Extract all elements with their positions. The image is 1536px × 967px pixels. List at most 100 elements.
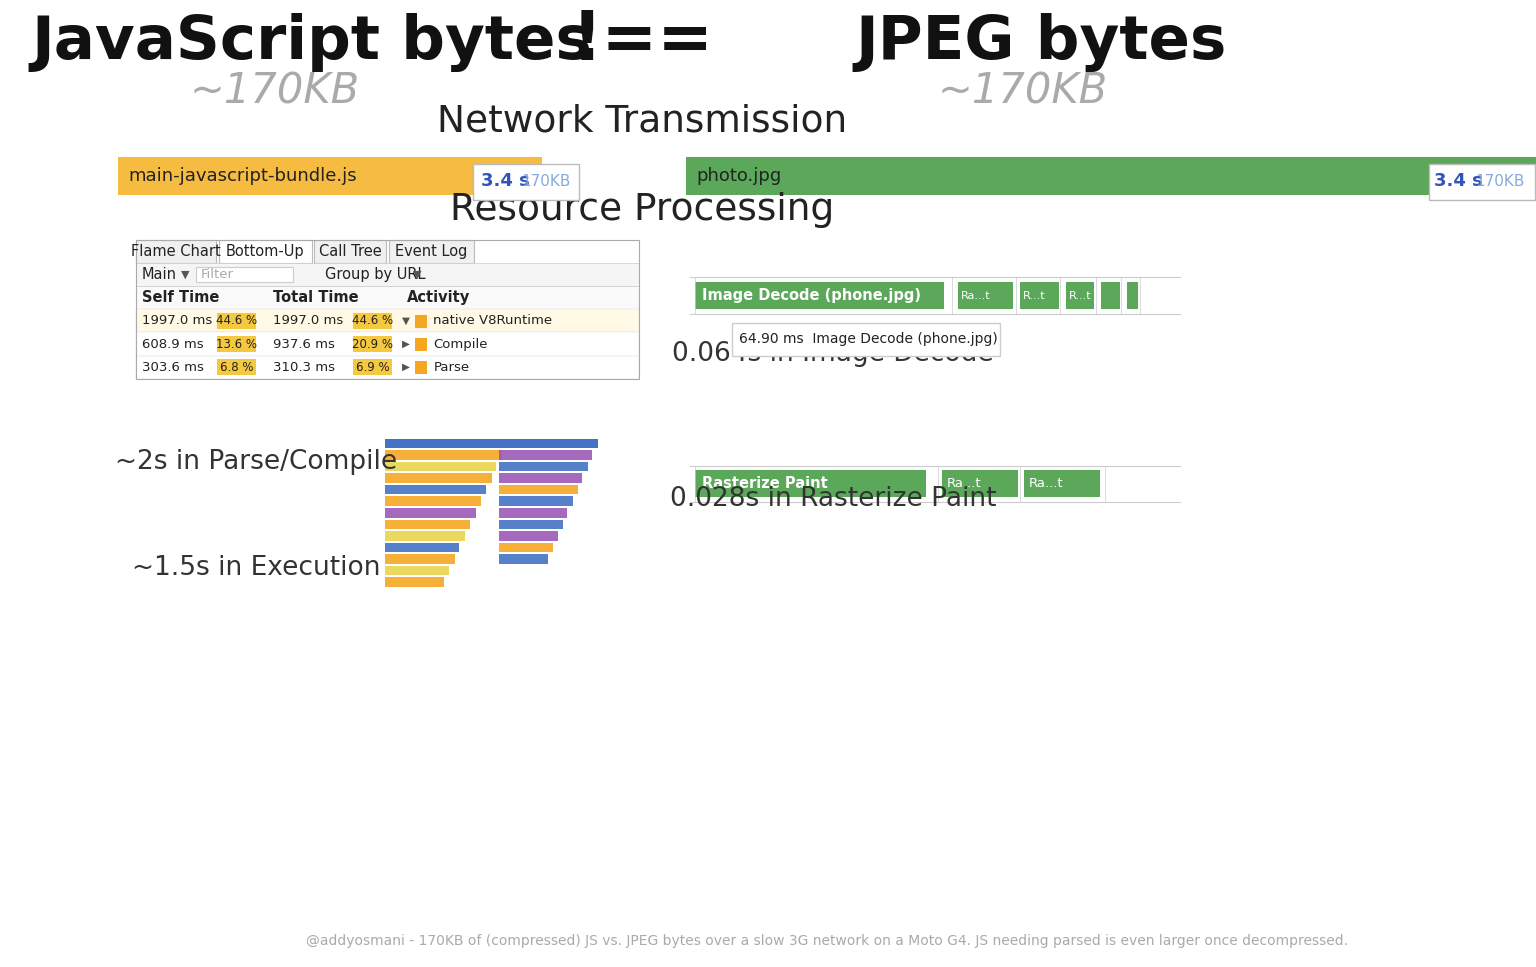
Bar [1127,282,1138,309]
Text: ~2s in Parse/Compile: ~2s in Parse/Compile [115,449,398,475]
Text: Filter: Filter [201,268,233,281]
Bar [499,450,593,459]
Text: ▶: ▶ [402,339,410,349]
Text: R...t: R...t [1069,291,1092,301]
Bar [218,337,257,352]
Bar [386,542,459,552]
Bar [499,508,567,517]
Bar [499,531,558,541]
Bar [118,157,542,195]
Bar [137,263,639,286]
Text: Ra...t: Ra...t [960,291,991,301]
Text: 64.90 ms  Image Decode (phone.jpg): 64.90 ms Image Decode (phone.jpg) [739,333,998,346]
Text: 6.8 %: 6.8 % [220,361,253,373]
Text: 3.4 s: 3.4 s [481,172,530,190]
Text: 303.6 ms: 303.6 ms [141,361,204,373]
Text: 44.6 %: 44.6 % [217,314,258,328]
Text: Self Time: Self Time [141,290,220,306]
Text: 170KB: 170KB [521,173,570,189]
Bar [137,240,639,379]
Text: Image Decode (phone.jpg): Image Decode (phone.jpg) [702,288,922,304]
Text: 0.064s in Image Decode: 0.064s in Image Decode [673,341,994,367]
Bar [386,554,455,564]
Text: Group by URL: Group by URL [326,267,425,282]
Bar [499,542,553,552]
Bar [137,333,639,356]
Text: ▼: ▼ [402,316,410,326]
Bar [353,360,392,375]
Bar [386,484,485,494]
Bar [137,356,639,379]
Text: Parse: Parse [433,361,470,373]
Bar [218,360,257,375]
Text: 0.028s in Rasterize Paint: 0.028s in Rasterize Paint [670,485,997,512]
Bar [942,470,1018,497]
Bar [386,577,444,587]
Text: 310.3 ms: 310.3 ms [273,361,335,373]
Bar [685,157,1536,195]
Bar [415,362,427,374]
Text: Resource Processing: Resource Processing [450,192,834,228]
Bar [386,461,496,471]
Bar [386,496,481,506]
Bar [137,286,639,309]
Text: Bottom-Up: Bottom-Up [226,244,304,259]
Text: Flame Chart: Flame Chart [132,244,221,259]
Text: @addyosmani - 170KB of (compressed) JS vs. JPEG bytes over a slow 3G network on : @addyosmani - 170KB of (compressed) JS v… [306,934,1349,948]
Bar [386,531,465,541]
Bar [386,450,502,459]
Bar [1428,163,1534,200]
Text: 608.9 ms: 608.9 ms [141,337,203,350]
Bar [499,473,582,483]
Text: 1997.0 ms: 1997.0 ms [273,314,343,328]
Bar [499,554,548,564]
Bar [197,267,293,282]
Text: Event Log: Event Log [395,244,468,259]
Bar [499,519,562,529]
Text: Ra...t: Ra...t [946,478,982,490]
Bar [1066,282,1094,309]
Bar [473,163,579,200]
Bar [499,496,573,506]
Text: 20.9 %: 20.9 % [352,337,393,350]
Text: ~170KB: ~170KB [189,71,359,112]
Text: 170KB: 170KB [1475,173,1524,189]
Bar [415,338,427,351]
Text: JPEG bytes: JPEG bytes [856,13,1227,72]
Text: Main: Main [141,267,177,282]
Bar [386,566,449,575]
Text: ~1.5s in Execution: ~1.5s in Execution [132,555,381,581]
Text: ▶: ▶ [402,363,410,372]
Text: native V8Runtime: native V8Runtime [433,314,553,328]
Bar [353,337,392,352]
Bar [386,438,598,448]
Text: 937.6 ms: 937.6 ms [273,337,335,350]
Bar [353,313,392,329]
Text: Network Transmission: Network Transmission [438,103,848,139]
Bar [415,315,427,328]
Text: 6.9 %: 6.9 % [356,361,389,373]
Bar [1101,282,1120,309]
Text: R...t: R...t [1023,291,1044,301]
Bar [1020,282,1058,309]
Bar [386,508,476,517]
Text: Total Time: Total Time [273,290,358,306]
Text: ▼: ▼ [413,270,422,279]
Text: Call Tree: Call Tree [319,244,382,259]
Text: 44.6 %: 44.6 % [352,314,393,328]
Bar [958,282,1014,309]
Bar [499,461,588,471]
Text: 1997.0 ms: 1997.0 ms [141,314,212,328]
Bar [1025,470,1100,497]
Text: 3.4 s: 3.4 s [1435,172,1484,190]
Text: photo.jpg: photo.jpg [697,167,782,186]
Text: JavaScript bytes: JavaScript bytes [31,13,591,72]
Bar [386,519,470,529]
Bar [694,282,945,309]
Text: Compile: Compile [433,337,488,350]
Text: ~170KB: ~170KB [937,71,1107,112]
Bar [731,323,1000,356]
Text: ▼: ▼ [180,270,189,279]
Bar [137,240,217,263]
Bar [386,473,492,483]
